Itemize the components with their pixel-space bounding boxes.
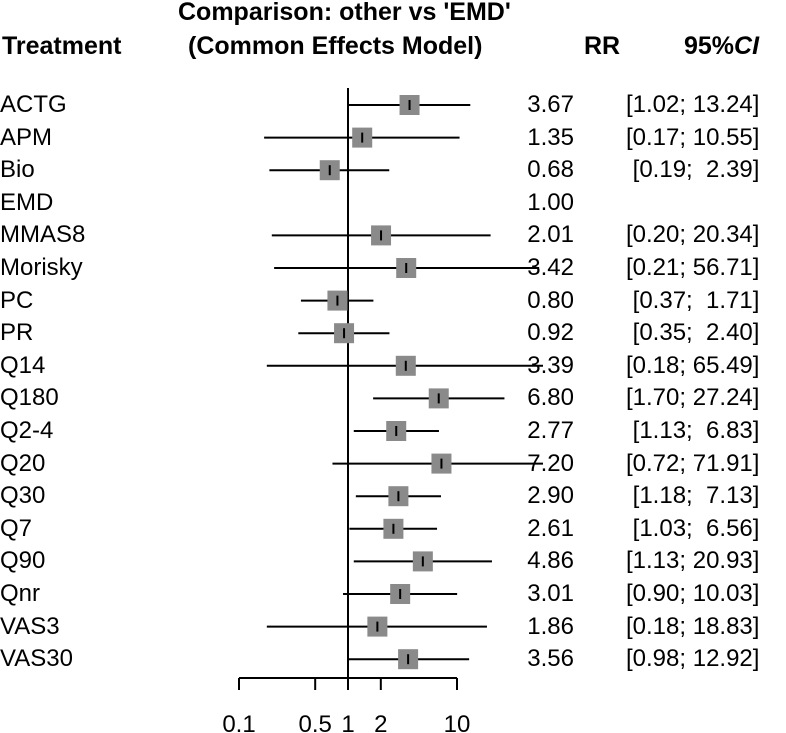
- treatment-label: Q2-4: [0, 417, 54, 444]
- rr-value: 2.77: [527, 417, 574, 444]
- rr-value: 3.01: [527, 580, 574, 607]
- treatment-label: Q180: [0, 384, 59, 412]
- rr-value: 1.35: [527, 123, 574, 151]
- treatment-label: Qnr: [0, 580, 41, 607]
- ci-value: [1.03; 6.56]: [626, 514, 760, 542]
- ci-value: [0.37; 1.71]: [626, 286, 760, 314]
- ci-value: [0.72; 71.91]: [626, 449, 760, 477]
- rr-value: 2.90: [527, 482, 574, 510]
- rr-value: 3.67: [527, 91, 574, 118]
- treatment-label: Q20: [0, 449, 46, 477]
- treatment-label: PC: [0, 286, 34, 314]
- ci-header-prefix: 95%: [684, 32, 735, 60]
- rr-value: 0.68: [527, 156, 574, 184]
- x-tick-label: 0.5: [299, 711, 332, 733]
- rr-value: 2.01: [527, 221, 574, 249]
- ci-value: [0.90; 10.03]: [626, 580, 760, 607]
- ci-value: [0.18; 65.49]: [626, 351, 760, 379]
- rr-header: RR: [584, 32, 621, 60]
- treatment-label: APM: [0, 123, 53, 151]
- ci-value: [1.18; 7.13]: [626, 482, 760, 510]
- rr-value: 0.92: [527, 319, 574, 347]
- ci-value: [1.13; 20.93]: [626, 547, 760, 575]
- treatment-label: Q90: [0, 547, 46, 575]
- x-tick-label: 2: [374, 711, 387, 733]
- treatment-label: VAS3: [0, 612, 60, 640]
- x-tick-label: 0.1: [222, 711, 255, 733]
- ci-value: [1.13; 6.83]: [626, 417, 760, 444]
- ci-value: [1.02; 13.24]: [626, 91, 760, 118]
- ci-header-italic: CI: [734, 32, 760, 60]
- rr-value: 1.00: [527, 188, 574, 216]
- treatment-label: Q14: [0, 351, 46, 379]
- ci-value: [0.21; 56.71]: [626, 254, 760, 281]
- treatment-header: Treatment: [2, 32, 122, 60]
- rr-value: 0.80: [527, 286, 574, 314]
- ci-header: 95%CI: [684, 34, 759, 59]
- ci-value: [0.20; 20.34]: [626, 221, 760, 249]
- treatment-label: Morisky: [0, 254, 83, 281]
- treatment-label: ACTG: [0, 91, 67, 118]
- ci-value: [0.18; 18.83]: [626, 612, 760, 640]
- rr-value: 4.86: [527, 547, 574, 575]
- x-tick-label: 1: [341, 711, 354, 733]
- comparison-title-line1: Comparison: other vs 'EMD': [178, 0, 511, 26]
- treatment-label: EMD: [0, 188, 54, 216]
- rr-value: 6.80: [527, 384, 574, 412]
- treatment-label: Bio: [0, 156, 35, 184]
- rr-value: 2.61: [527, 514, 574, 542]
- treatment-label: Q7: [0, 514, 33, 542]
- treatment-label: PR: [0, 319, 34, 347]
- ci-value: [0.17; 10.55]: [626, 123, 760, 151]
- treatment-label: Q30: [0, 482, 46, 510]
- ci-value: [0.19; 2.39]: [626, 156, 760, 184]
- x-tick-label: 10: [444, 711, 471, 733]
- ci-value: [0.35; 2.40]: [626, 319, 760, 347]
- rr-value: 3.56: [527, 645, 574, 673]
- treatment-label: MMAS8: [0, 221, 86, 249]
- ci-value: [1.70; 27.24]: [626, 384, 760, 412]
- ci-value: [0.98; 12.92]: [626, 645, 760, 673]
- treatment-label: VAS30: [0, 645, 73, 673]
- comparison-title-line2: (Common Effects Model): [188, 32, 483, 60]
- rr-value: 1.86: [527, 612, 574, 640]
